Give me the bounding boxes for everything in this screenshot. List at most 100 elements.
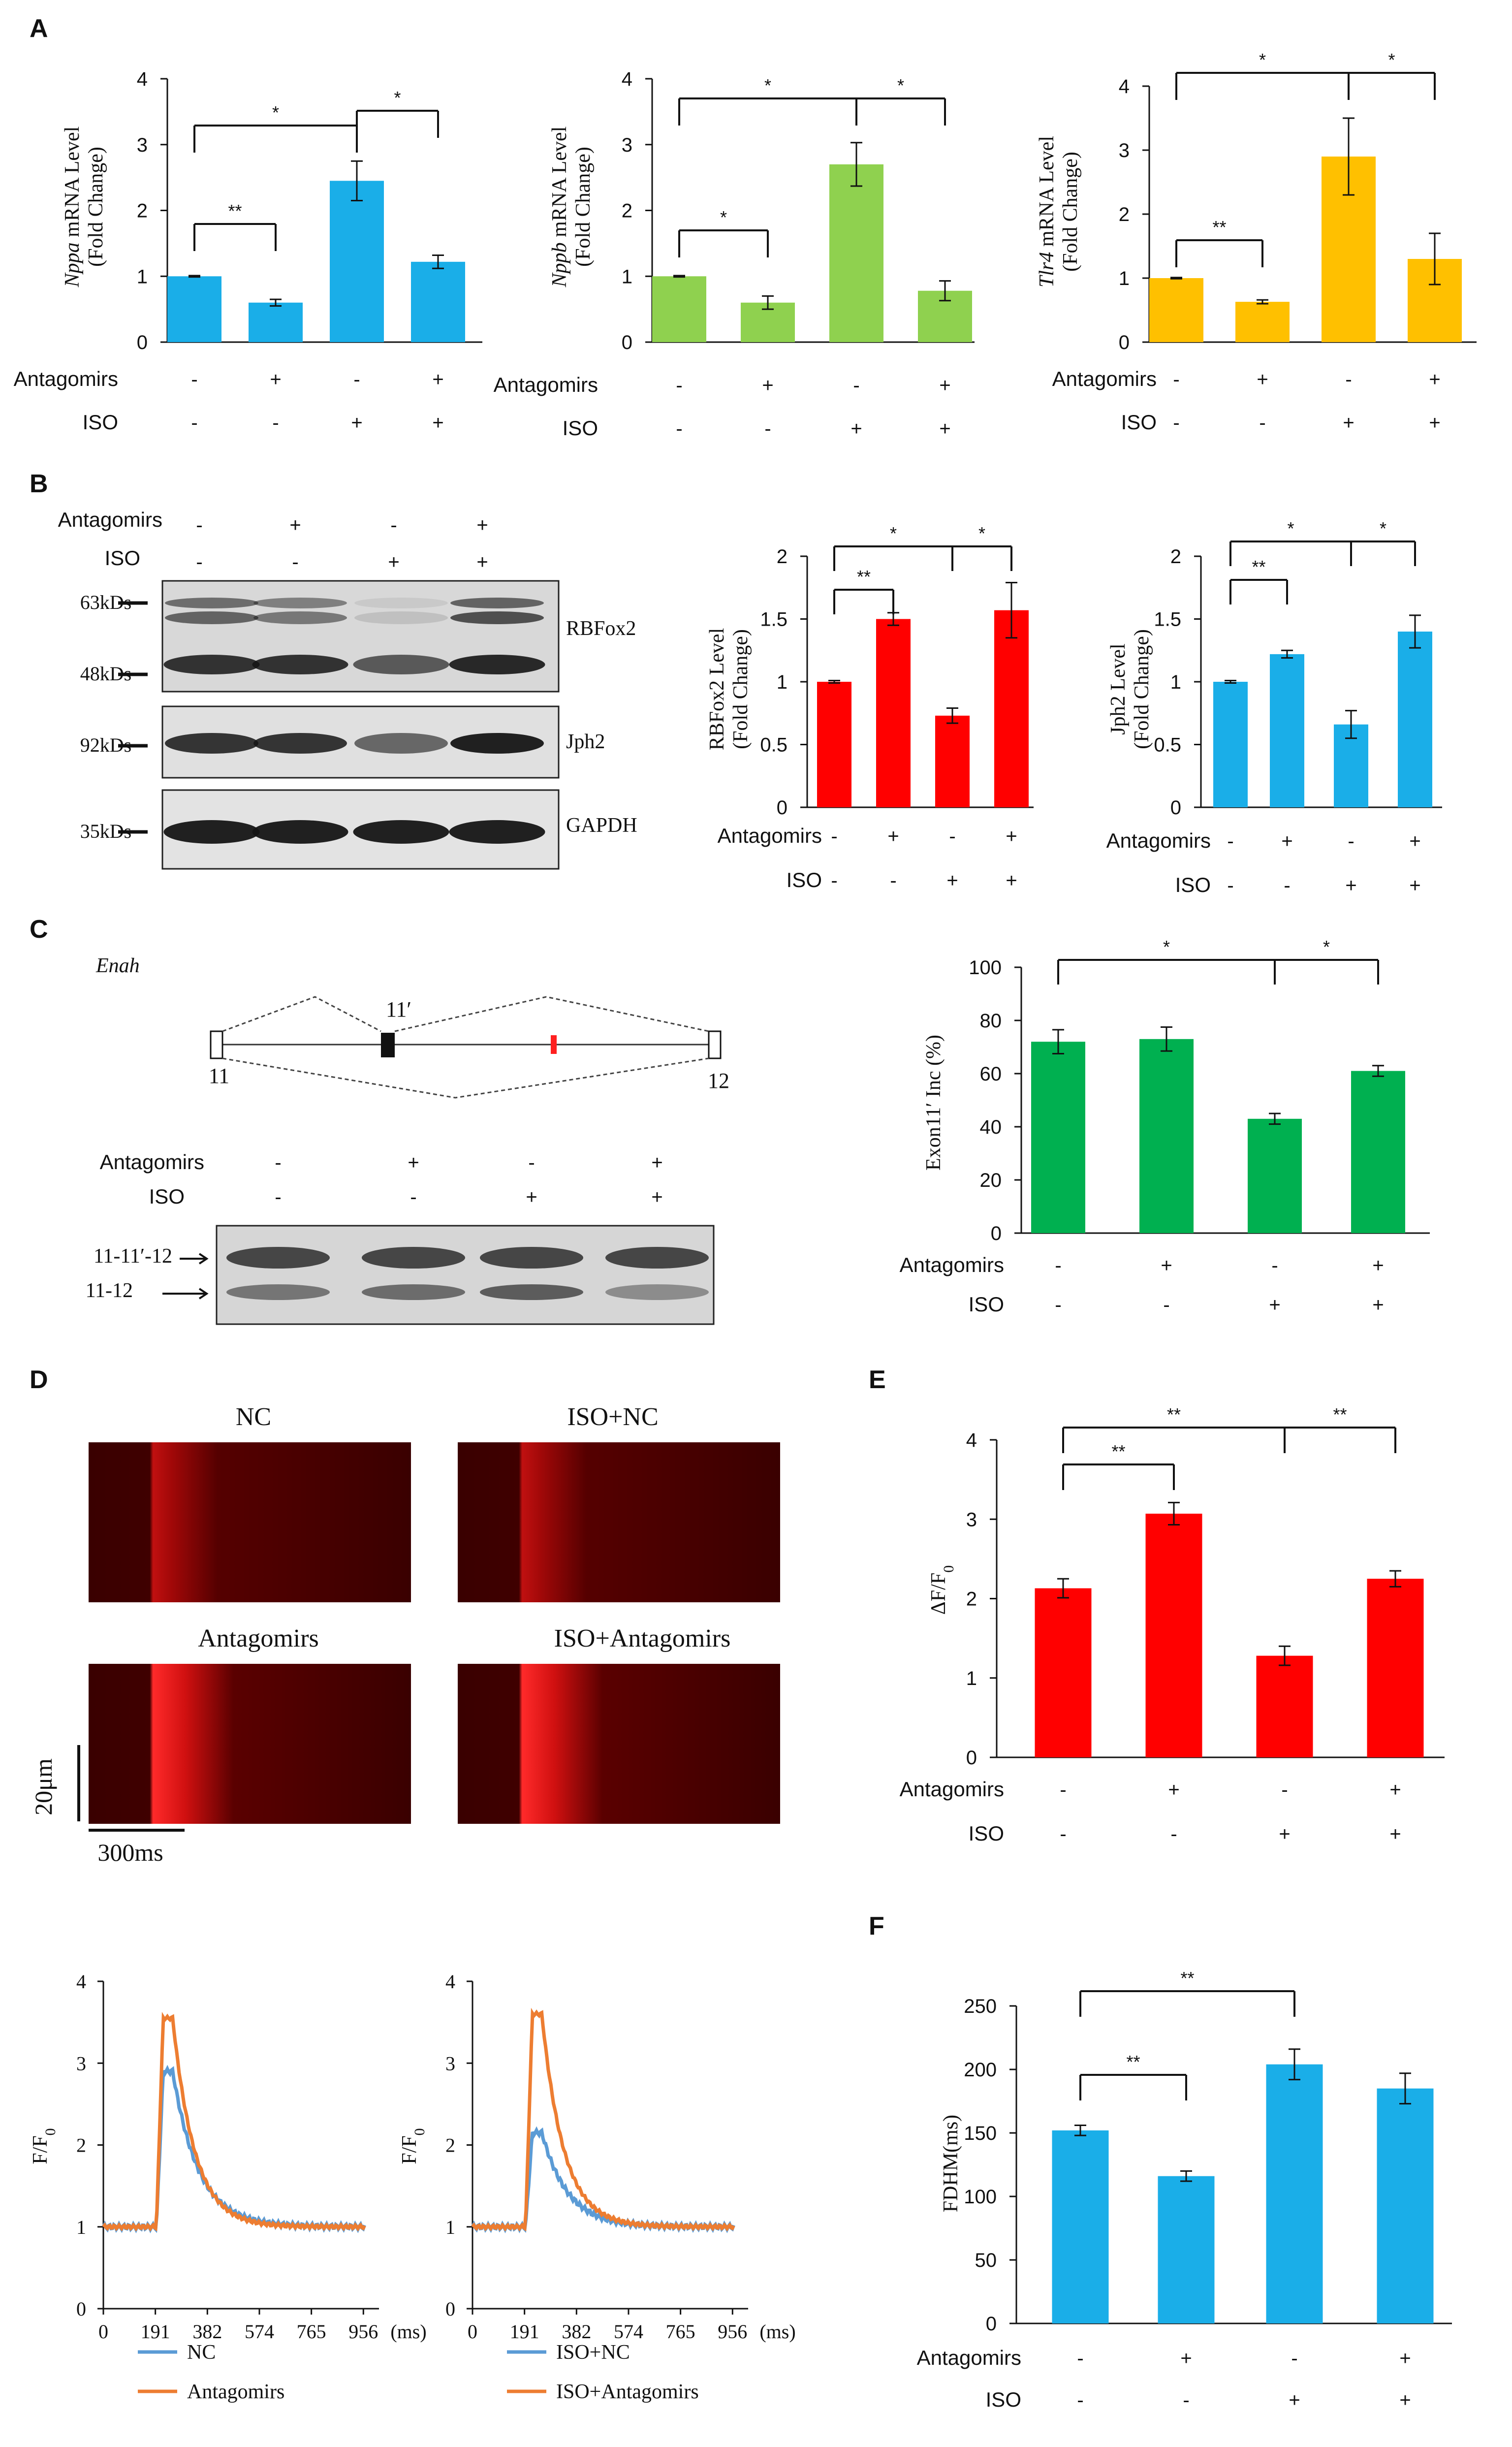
iso-sign: + [1006, 870, 1017, 891]
y-tick-label: 1.5 [1154, 609, 1181, 631]
y-tick-label: 250 [964, 1996, 997, 2017]
y-tick-label: 1 [76, 2216, 86, 2238]
y-tick-label: 0.5 [760, 734, 788, 756]
antagomirs-sign: + [939, 375, 950, 396]
gel-band-lower [226, 1284, 330, 1300]
y-tick-label: 100 [969, 957, 1002, 979]
exon-12-label: 12 [708, 1069, 729, 1093]
antagomirs-sign: + [476, 514, 488, 536]
antagomirs-sign: + [432, 369, 443, 390]
y-label-sub: 0 [411, 2128, 428, 2135]
antagomirs-label: Antagomirs [1052, 367, 1157, 390]
antagomirs-sign: + [408, 1152, 419, 1174]
blot-band [253, 733, 347, 754]
legend-label: ISO+NC [556, 2341, 630, 2364]
iso-sign: - [890, 870, 896, 891]
iso-sign: + [1279, 1823, 1290, 1845]
panel-letter-F: F [869, 1912, 884, 1940]
blot-band [163, 820, 260, 844]
blot-band [354, 611, 448, 624]
y-axis-label: Nppb mRNA Level [548, 127, 571, 288]
binding-site-mark [551, 1035, 557, 1054]
gel-band-upper [480, 1247, 583, 1269]
y-tick-label: 2 [1170, 546, 1181, 568]
iso-sign: - [275, 1186, 281, 1208]
bar [1248, 1118, 1302, 1233]
iso-sign: + [388, 551, 399, 573]
y-label-main: F/F [398, 2135, 421, 2164]
y-axis-label-part: mRNA Level [548, 127, 571, 243]
y-tick-label: 1 [137, 266, 148, 287]
y-tick-label: 150 [964, 2123, 997, 2144]
y-tick-label: 0 [777, 797, 788, 819]
antagomirs-sign: - [949, 826, 955, 847]
iso-label: ISO [787, 868, 822, 891]
y-axis-label: Nppa mRNA Level [61, 127, 84, 288]
significance-label: * [1259, 50, 1266, 70]
exon-12-box [708, 1030, 722, 1059]
y-axis-label: F/F0 [29, 2128, 59, 2164]
gapdh-label: GAPDH [566, 814, 637, 837]
y-tick-label: 1.5 [760, 609, 788, 631]
iso-label: ISO [1175, 873, 1211, 896]
x-tick-label: 574 [245, 2320, 274, 2343]
iso-sign: - [272, 412, 279, 434]
antagomirs-label: Antagomirs [58, 508, 162, 531]
antagomirs-sign: + [1161, 1255, 1172, 1276]
y-tick-label: 4 [966, 1430, 977, 1451]
iso-sign: - [1227, 875, 1233, 896]
gel-band-upper [605, 1247, 709, 1269]
antagomirs-label: Antagomirs [14, 367, 118, 390]
iso-sign: - [676, 418, 682, 440]
iso-sign: + [432, 412, 443, 434]
antagomirs-sign: - [1173, 369, 1179, 390]
iso-sign: - [1173, 412, 1179, 434]
blot-band [165, 611, 258, 624]
y-tick-label: 2 [966, 1589, 977, 1610]
x-tick-label: 0 [98, 2320, 108, 2343]
iso-sign: + [1269, 1294, 1280, 1316]
bar [1270, 654, 1304, 807]
iso-sign: + [1343, 412, 1354, 434]
bar [1145, 1513, 1202, 1757]
iso-sign: + [1429, 412, 1440, 434]
significance-label: * [720, 207, 727, 227]
y-axis-label-line2: (Fold Change) [1059, 152, 1082, 272]
linescan-image-2 [458, 1442, 780, 1602]
iso-sign: + [351, 412, 362, 434]
y-tick-label: 50 [975, 2250, 997, 2271]
y-tick-label: 3 [137, 134, 148, 156]
blot-band [253, 611, 347, 624]
bar [330, 181, 384, 342]
antagomirs-label: Antagomirs [100, 1150, 204, 1174]
significance-label: ** [1111, 1441, 1125, 1462]
arrow-icon [180, 1253, 209, 1265]
iso-sign: + [1399, 2389, 1411, 2411]
antagomirs-sign: + [1257, 369, 1268, 390]
iso-sign: - [1183, 2389, 1189, 2411]
antagomirs-label: Antagomirs [718, 824, 822, 847]
significance-label: ** [1252, 557, 1265, 577]
y-tick-label: 0 [137, 332, 148, 353]
bar [1235, 302, 1290, 342]
linescan-title-1: NC [236, 1403, 271, 1431]
exon-11prime-label: 11′ [386, 997, 411, 1021]
antagomirs-sign: + [1409, 830, 1420, 852]
bar [829, 164, 883, 342]
antagomirs-sign: + [1372, 1255, 1384, 1276]
bar [1031, 1042, 1085, 1233]
y-axis-label: FDHM(ms) [940, 2115, 962, 2212]
significance-label: ** [1333, 1404, 1347, 1425]
blot-band [165, 733, 258, 754]
iso-sign: + [651, 1186, 662, 1208]
panel-letter-C: C [30, 915, 48, 944]
x-tick-label: 765 [297, 2320, 326, 2343]
splice-line [222, 1057, 709, 1099]
y-tick-label: 3 [445, 2052, 455, 2074]
trace-line-2 [471, 2007, 735, 2232]
antagomirs-sign: + [1180, 2348, 1192, 2369]
iso-sign: - [1284, 875, 1290, 896]
significance-label: * [1388, 50, 1395, 70]
